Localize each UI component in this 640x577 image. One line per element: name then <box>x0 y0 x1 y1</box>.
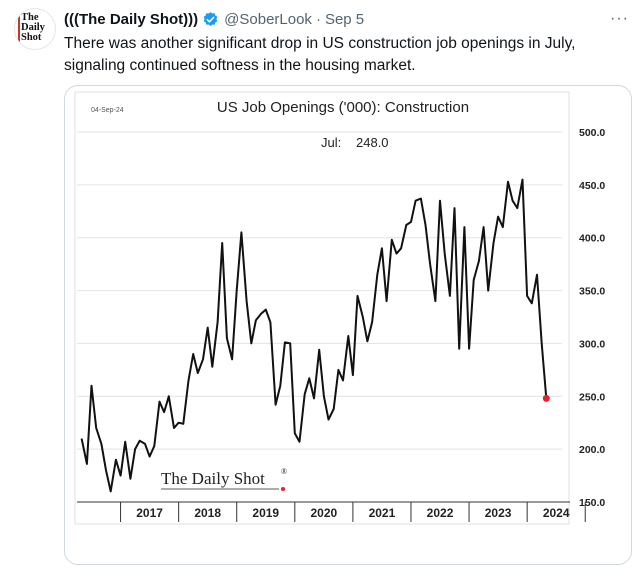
verified-badge-icon[interactable] <box>202 11 219 28</box>
watermark-dot <box>281 487 285 491</box>
y-tick-label: 350.0 <box>579 286 605 298</box>
y-axis-tick-labels: 500.0 450.0 400.0 350.0 300.0 250.0 200.0 150.0 <box>579 127 605 509</box>
tweet-header: (((The Daily Shot))) @SoberLook · Sep 5 <box>64 9 364 29</box>
construction-job-openings-chart: 500.0 450.0 400.0 350.0 300.0 250.0 200.0 150.0… <box>74 91 605 525</box>
avatar-accent-bar <box>18 14 20 42</box>
watermark-text: The Daily Shot <box>161 469 265 488</box>
author-handle[interactable]: @SoberLook <box>224 10 312 28</box>
y-tick-label: 150.0 <box>579 497 605 509</box>
y-tick-label: 250.0 <box>579 391 605 403</box>
y-tick-label: 400.0 <box>579 233 605 245</box>
tweet-date[interactable]: Sep 5 <box>324 10 365 28</box>
y-tick-label: 200.0 <box>579 444 605 456</box>
x-tick-label: 2023 <box>485 506 512 520</box>
y-tick-label: 500.0 <box>579 127 605 139</box>
chart-gridlines <box>77 131 562 450</box>
chart-title: US Job Openings ('000): Construction <box>217 99 469 116</box>
tweet-text: There was another significant drop in US… <box>64 35 576 74</box>
more-options-icon[interactable]: ··· <box>610 10 629 27</box>
series-line-construction <box>80 178 548 493</box>
watermark: The Daily Shot ® <box>161 467 287 491</box>
tweet-media-card[interactable]: 500.0 450.0 400.0 350.0 300.0 250.0 200.0 150.0… <box>64 85 632 565</box>
x-axis: 2017 2018 2019 2020 2021 2022 2023 2024 <box>77 501 586 522</box>
x-tick-label: 2022 <box>427 506 454 520</box>
y-tick-label: 300.0 <box>579 338 605 350</box>
avatar[interactable]: The Daily Shot <box>14 8 56 50</box>
x-tick-label: 2024 <box>543 506 570 520</box>
chart-date-stamp: 04-Sep-24 <box>91 107 124 114</box>
watermark-mark: ® <box>281 467 287 476</box>
y-tick-label: 450.0 <box>579 180 605 192</box>
author-name[interactable]: (((The Daily Shot))) <box>64 10 199 28</box>
avatar-line-2: Daily <box>21 22 45 33</box>
x-tick-label: 2017 <box>136 506 163 520</box>
annotation-label: Jul: <box>321 135 341 150</box>
x-tick-label: 2019 <box>252 506 279 520</box>
annotation-value: 248.0 <box>356 135 389 150</box>
x-tick-label: 2020 <box>311 506 338 520</box>
chart-frame <box>74 91 570 525</box>
avatar-line-1: The <box>21 12 39 23</box>
header-separator: · <box>315 10 321 28</box>
x-tick-label: 2021 <box>369 506 396 520</box>
avatar-line-3: Shot <box>21 32 42 43</box>
latest-value-marker <box>542 394 550 402</box>
x-tick-label: 2018 <box>194 506 221 520</box>
